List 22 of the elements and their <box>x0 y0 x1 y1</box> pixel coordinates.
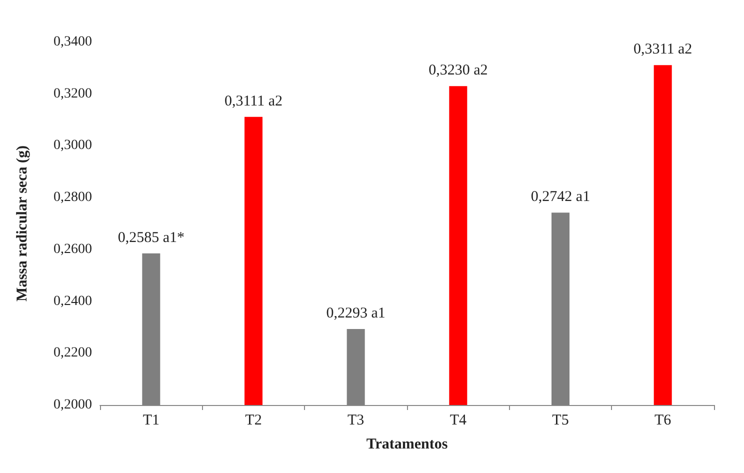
data-label: 0,3111 a2 <box>224 93 283 110</box>
y-tick-label: 0,2200 <box>54 346 92 361</box>
x-tick-label: T4 <box>450 412 467 428</box>
x-tick-label: T1 <box>142 412 160 428</box>
y-tick-label: 0,2800 <box>54 190 92 206</box>
y-axis-title: Massa radicular seca (g) <box>14 146 30 302</box>
y-tick-label: 0,3200 <box>54 86 92 102</box>
x-axis-title: Tratamentos <box>366 436 448 452</box>
x-tick-label: T2 <box>245 412 262 428</box>
data-label: 0,2742 a1 <box>530 189 590 206</box>
x-tick-label: T3 <box>347 412 364 428</box>
data-label: 0,2585 a1* <box>118 230 185 246</box>
y-tick-label: 0,2400 <box>54 294 92 309</box>
y-tick-label: 0,2000 <box>54 398 92 412</box>
y-tick-label: 0,2600 <box>54 242 92 257</box>
data-label: 0,3230 a2 <box>428 62 488 79</box>
y-tick-label: 0,3400 <box>54 34 92 50</box>
x-tick-label: T6 <box>654 412 672 428</box>
data-label: 0,3311 a2 <box>634 42 692 58</box>
data-label: 0,2293 a1 <box>326 306 386 322</box>
x-tick-label: T5 <box>552 412 569 428</box>
y-tick-label: 0,3000 <box>54 138 92 154</box>
